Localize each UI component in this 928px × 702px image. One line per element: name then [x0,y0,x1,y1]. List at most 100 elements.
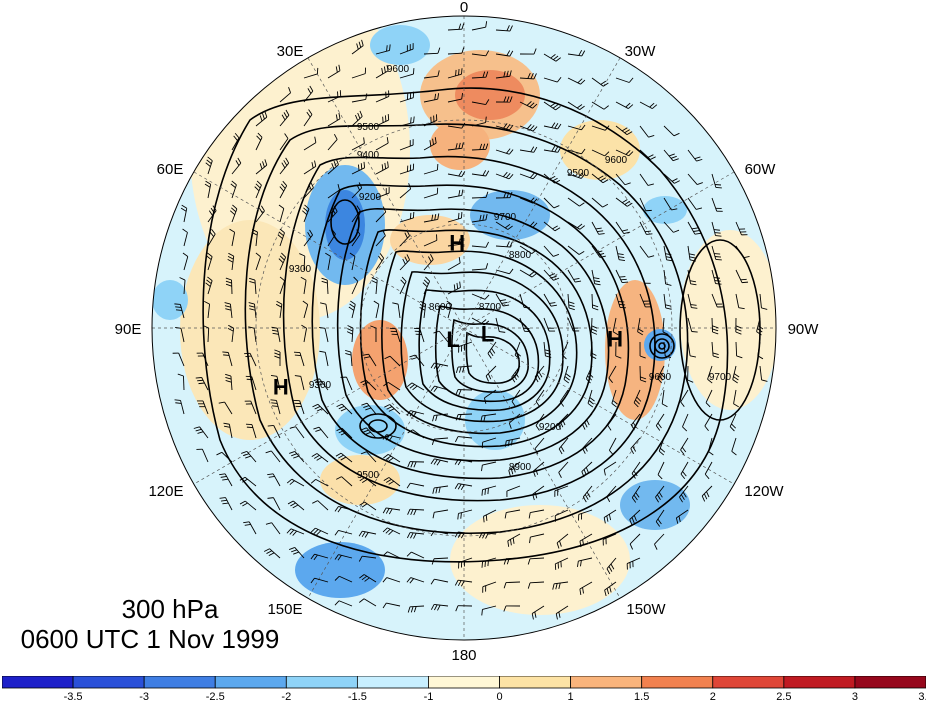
wind-barb [399,91,415,103]
wind-barb [663,125,680,137]
wind-barb [422,276,431,295]
wind-barb [591,245,606,258]
wind-barb [471,170,490,177]
wind-barb [204,300,211,319]
wind-barb [447,122,466,129]
wind-barb [687,245,696,262]
wind-barb [180,204,188,223]
wind-barb [399,276,407,295]
wind-barb [265,450,281,463]
wind-barb [174,399,185,415]
wind-barb [447,23,465,31]
closed-low-contour [368,419,388,433]
wind-barb [334,554,353,561]
wind-barb [327,229,336,247]
wind-barb [615,341,622,359]
wind-barb [731,437,737,456]
wind-barb [591,101,609,110]
wind-barb [409,354,425,367]
wind-barb [432,413,449,422]
wind-barb [657,365,665,384]
cold-area [465,390,525,450]
wind-barb [358,530,377,538]
wind-barb [503,557,521,565]
wind-barb [711,293,724,308]
wind-barb [406,577,425,584]
wind-barb [303,182,314,199]
contour-9700 [202,87,729,563]
colorbar-tick-label: -2 [281,691,291,702]
wind-barb [230,180,237,199]
wind-barb [224,302,233,319]
wind-barb [216,451,233,463]
contour-9000 [400,271,564,423]
wind-barb [406,410,425,418]
colorbar-swatch [428,676,500,689]
wind-barb [471,50,490,57]
wind-barb [267,473,281,487]
wind-barb [602,533,617,546]
wind-barb [351,39,364,55]
wind-barb [615,101,634,109]
wind-barb [687,293,698,309]
wind-barb [471,21,488,31]
wind-barb [495,96,513,103]
wind-barb [633,389,642,408]
wind-barb [419,300,427,319]
contour-9500 [282,155,656,502]
wind-barb [406,551,425,559]
wind-barb [286,528,305,536]
wind-barb [447,189,464,199]
wind-barb [732,365,740,384]
wind-barb [679,485,689,503]
contour-label: 9600 [649,372,672,383]
wind-barb [554,557,569,570]
contour-label: 9300 [289,264,312,275]
wind-barb [196,448,209,463]
wind-barb [519,172,538,180]
wind-barb [495,148,514,155]
wind-barb [567,317,580,332]
longitude-label: 120W [744,483,784,500]
wind-barb [310,577,329,584]
contour-label: 9500 [357,122,380,133]
wind-barb [312,403,329,415]
wind-barb [554,509,569,522]
contour-9600 [244,123,689,535]
wind-barb [382,434,401,442]
wind-barb [399,211,415,223]
wind-barb [293,399,305,415]
wind-barb [495,123,514,131]
polar-stereographic-map: 9600 9500 9400 9300 9200 8800 8700 8600 9700 9600… [115,0,820,664]
wind-barb [663,173,680,184]
wind-barb [471,293,490,300]
wind-barb [399,183,412,199]
wind-barb [423,70,440,79]
wind-barb [430,603,449,611]
wind-barb [637,317,644,336]
wind-barb [430,362,449,370]
wind-barb [432,485,449,494]
wind-barb [687,221,701,235]
wind-barb [249,277,257,295]
wind-barb [406,532,425,539]
wind-barb [300,276,307,295]
contour-8700 [451,318,529,393]
wind-barb [612,317,619,336]
wind-barb [582,413,593,430]
contour-label: 9500 [357,470,380,481]
wind-barb [244,400,257,415]
wind-barb [255,159,268,175]
wind-barb [481,605,497,616]
wind-barb [519,48,537,55]
longitude-label: 30E [277,43,304,60]
wind-barbs [172,21,768,620]
high-center: H [273,375,289,400]
contour-label: 8800 [509,250,532,261]
wind-barb [687,173,703,186]
wind-barb [334,529,353,536]
wind-barb [454,458,473,466]
wind-barb [675,509,689,524]
wind-barb [687,317,698,333]
wind-barb [399,116,415,127]
